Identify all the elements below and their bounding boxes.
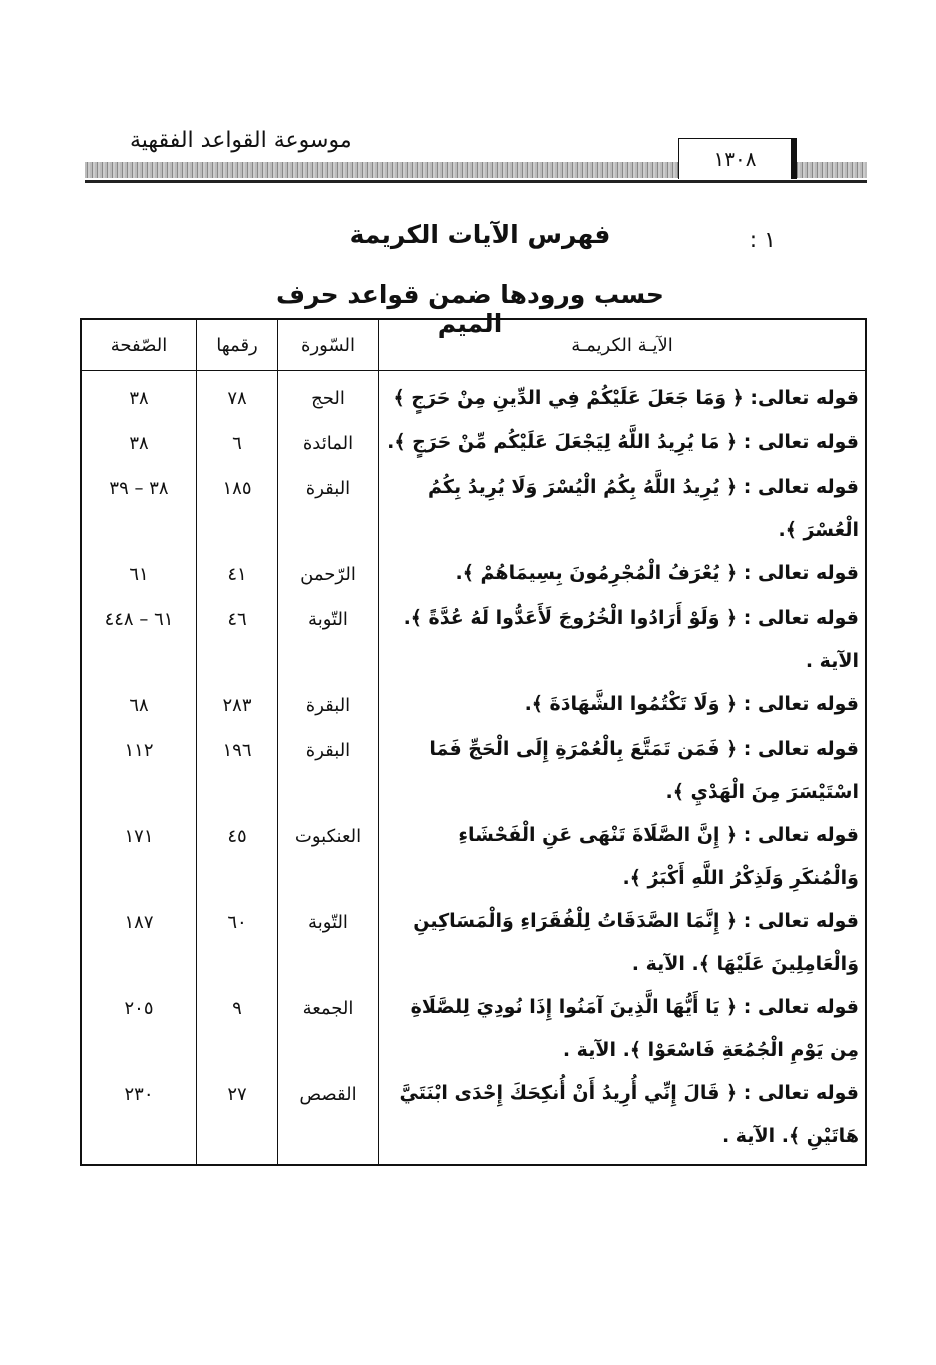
surah-cell: البقرة	[277, 727, 379, 814]
table-row: قوله تعالى : ﴿ مَا يُرِيدُ اللَّهُ لِيَج…	[80, 420, 867, 466]
header-stripe	[85, 162, 867, 178]
col-verse: الآيـة الكريمـة	[378, 318, 867, 371]
verse-cell: قوله تعالى : ﴿ فَمَن تَمَتَّعَ بِالْعُمْ…	[378, 727, 867, 814]
verse-number-cell: ٦٠	[196, 899, 278, 986]
table-row: قوله تعالى : ﴿ إِنَّمَا الصَّدَقَاتُ لِل…	[80, 899, 867, 986]
verse-number-cell: ٤٦	[196, 596, 278, 683]
verse-number-cell: ١٨٥	[196, 465, 278, 552]
surah-cell: التّوبة	[277, 596, 379, 683]
verse-cell: قوله تعالى: ﴿ وَمَا جَعَلَ عَلَيْكُمْ فِ…	[378, 370, 867, 421]
surah-cell: التّوبة	[277, 899, 379, 986]
verse-cell: قوله تعالى : ﴿ مَا يُرِيدُ اللَّهُ لِيَج…	[378, 420, 867, 466]
verse-cell: قوله تعالى : ﴿ يَا أَيُّهَا الَّذِينَ آم…	[378, 985, 867, 1072]
verse-number-cell: ٢٧	[196, 1071, 278, 1165]
verse-number-cell: ٤٥	[196, 813, 278, 900]
verse-number-cell: ٤١	[196, 551, 278, 597]
verse-number-cell: ١٩٦	[196, 727, 278, 814]
verse-number-cell: ٢٨٣	[196, 682, 278, 728]
page-cell: ٣٨	[80, 420, 197, 466]
col-page: الصّفحة	[80, 318, 197, 371]
surah-cell: العنكبوت	[277, 813, 379, 900]
table-row: قوله تعالى : ﴿ يَا أَيُّهَا الَّذِينَ آم…	[80, 985, 867, 1072]
verse-cell: قوله تعالى : ﴿ قَالَ إِنِّي أُرِيدُ أَنْ…	[378, 1071, 867, 1165]
page-cell: ١٧١	[80, 813, 197, 900]
page-cell: ٣٨	[80, 370, 197, 421]
page-cell: ٦٨	[80, 682, 197, 728]
surah-cell: الحج	[277, 370, 379, 421]
table-header: الآيـة الكريمـة السّورة رقمها الصّفحة	[80, 318, 867, 371]
verse-number-cell: ٧٨	[196, 370, 278, 421]
verse-cell: قوله تعالى : ﴿ وَلَا تَكْتُمُوا الشَّهَا…	[378, 682, 867, 728]
table-row: قوله تعالى : ﴿ يُعْرَفُ الْمُجْرِمُونَ ب…	[80, 551, 867, 597]
verse-cell: قوله تعالى : ﴿ إِنَّ الصَّلَاةَ تَنْهَى …	[378, 813, 867, 900]
col-number: رقمها	[196, 318, 278, 371]
surah-cell: البقرة	[277, 465, 379, 552]
section-number: ١ :	[749, 228, 776, 253]
verses-index-table: الآيـة الكريمـة السّورة رقمها الصّفحة قو…	[80, 318, 867, 1166]
page-cell: ٣٨ – ٣٩	[80, 465, 197, 552]
verse-number-cell: ٩	[196, 985, 278, 1072]
section-title: فهرس الآيات الكريمة	[349, 220, 611, 249]
table-row: قوله تعالى : ﴿ قَالَ إِنِّي أُرِيدُ أَنْ…	[80, 1071, 867, 1165]
verse-cell: قوله تعالى : ﴿ يُعْرَفُ الْمُجْرِمُونَ ب…	[378, 551, 867, 597]
running-title: موسوعة القواعد الفقهية	[130, 128, 352, 153]
col-surah: السّورة	[277, 318, 379, 371]
page-number: ١٣٠٨	[678, 138, 797, 179]
verse-number-cell: ٦	[196, 420, 278, 466]
page-cell: ٢٣٠	[80, 1071, 197, 1165]
surah-cell: المائدة	[277, 420, 379, 466]
table-row: قوله تعالى : ﴿ فَمَن تَمَتَّعَ بِالْعُمْ…	[80, 727, 867, 814]
verse-cell: قوله تعالى : ﴿ يُرِيدُ اللَّهُ بِكُمُ ال…	[378, 465, 867, 552]
surah-cell: البقرة	[277, 682, 379, 728]
page-cell: ١٨٧	[80, 899, 197, 986]
surah-cell: الجمعة	[277, 985, 379, 1072]
surah-cell: الرّحمن	[277, 551, 379, 597]
page-cell: ٦١	[80, 551, 197, 597]
table-row: قوله تعالى : ﴿ وَلَوْ أَرَادُوا الْخُرُو…	[80, 596, 867, 683]
verse-cell: قوله تعالى : ﴿ وَلَوْ أَرَادُوا الْخُرُو…	[378, 596, 867, 683]
page-cell: ١١٢	[80, 727, 197, 814]
page-cell: ٦١ – ٤٤٨	[80, 596, 197, 683]
surah-cell: القصص	[277, 1071, 379, 1165]
header-rule	[85, 180, 867, 183]
table-row: قوله تعالى : ﴿ إِنَّ الصَّلَاةَ تَنْهَى …	[80, 813, 867, 900]
verse-cell: قوله تعالى : ﴿ إِنَّمَا الصَّدَقَاتُ لِل…	[378, 899, 867, 986]
table-row: قوله تعالى : ﴿ وَلَا تَكْتُمُوا الشَّهَا…	[80, 682, 867, 728]
table-row: قوله تعالى : ﴿ يُرِيدُ اللَّهُ بِكُمُ ال…	[80, 465, 867, 552]
page-cell: ٢٠٥	[80, 985, 197, 1072]
table-row: قوله تعالى: ﴿ وَمَا جَعَلَ عَلَيْكُمْ فِ…	[80, 370, 867, 421]
